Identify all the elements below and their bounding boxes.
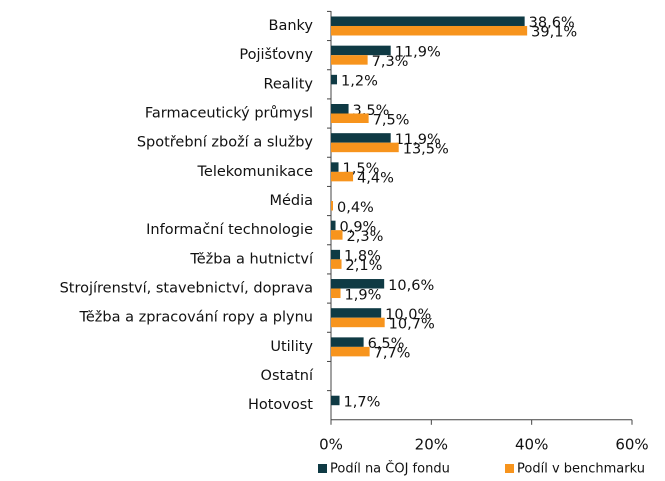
value-label: 10,6% bbox=[388, 278, 434, 294]
value-label: 4,4% bbox=[357, 171, 394, 187]
bar bbox=[331, 55, 368, 65]
value-label: 1,2% bbox=[341, 74, 378, 90]
x-tick-label: 0% bbox=[319, 435, 343, 453]
value-label: 10,0% bbox=[385, 307, 431, 323]
y-tick-label: Pojišťovny bbox=[239, 47, 313, 63]
value-label: 11,9% bbox=[395, 132, 441, 148]
bar bbox=[331, 74, 338, 85]
y-tick-label: Hotovost bbox=[248, 397, 313, 413]
y-tick-label: Utility bbox=[270, 339, 313, 355]
y-tick-label: Média bbox=[269, 193, 313, 209]
legend-swatch bbox=[318, 464, 327, 473]
y-tick-label: Informační technologie bbox=[146, 222, 313, 238]
y-tick-label: Banky bbox=[269, 18, 314, 34]
legend-label: Podíl v benchmarku bbox=[517, 462, 645, 477]
value-label: 2,1% bbox=[346, 258, 383, 274]
value-label: 2,3% bbox=[347, 229, 384, 245]
bar bbox=[331, 16, 525, 26]
value-label: 1,7% bbox=[344, 394, 381, 410]
x-tick-label: 60% bbox=[615, 435, 648, 453]
value-label: 11,9% bbox=[395, 44, 441, 60]
y-tick-label: Těžba a zpracování ropy a plynu bbox=[78, 310, 313, 326]
legend-swatch bbox=[505, 464, 514, 473]
y-tick-label: Těžba a hutnictví bbox=[189, 251, 314, 267]
value-label: 6,5% bbox=[368, 336, 405, 352]
y-tick-label: Telekomunikace bbox=[197, 164, 314, 180]
bar bbox=[331, 230, 343, 240]
value-label: 7,5% bbox=[373, 112, 410, 128]
y-tick-label: Reality bbox=[263, 76, 313, 92]
y-tick-label: Spotřební zboží a služby bbox=[137, 135, 314, 151]
value-label: 38,6% bbox=[529, 15, 575, 31]
bar bbox=[331, 317, 385, 328]
bar bbox=[331, 142, 399, 153]
bar bbox=[331, 25, 528, 36]
bar bbox=[331, 201, 334, 211]
value-label: 39,1% bbox=[531, 25, 577, 41]
value-label: 0,9% bbox=[340, 219, 377, 235]
bar bbox=[331, 337, 364, 347]
x-tick-label: 40% bbox=[515, 435, 548, 453]
bar bbox=[331, 346, 370, 357]
value-label: 7,3% bbox=[372, 54, 409, 70]
value-label: 1,8% bbox=[344, 249, 381, 265]
bar bbox=[331, 45, 391, 56]
value-label: 10,7% bbox=[389, 316, 435, 332]
bar bbox=[331, 288, 341, 299]
value-label: 0,4% bbox=[337, 200, 374, 216]
value-label: 13,5% bbox=[403, 141, 449, 157]
y-tick-label: Ostatní bbox=[261, 368, 314, 384]
bar bbox=[331, 171, 354, 182]
value-label: 1,9% bbox=[345, 287, 382, 303]
legend-label: Podíl na ČOJ fondu bbox=[330, 461, 450, 477]
bar bbox=[331, 249, 341, 260]
bar bbox=[331, 113, 369, 123]
bar bbox=[331, 220, 336, 231]
x-tick-label: 20% bbox=[415, 435, 448, 453]
bar bbox=[331, 279, 385, 289]
bar bbox=[331, 308, 382, 318]
bar bbox=[331, 133, 391, 143]
bar bbox=[331, 259, 342, 269]
y-tick-label: Strojírenství, stavebnictví, doprava bbox=[60, 281, 313, 297]
bar bbox=[331, 395, 340, 406]
bar bbox=[331, 162, 339, 172]
value-label: 7,7% bbox=[374, 346, 411, 362]
y-tick-label: Farmaceutický průmysl bbox=[145, 106, 313, 122]
bar bbox=[331, 104, 349, 114]
